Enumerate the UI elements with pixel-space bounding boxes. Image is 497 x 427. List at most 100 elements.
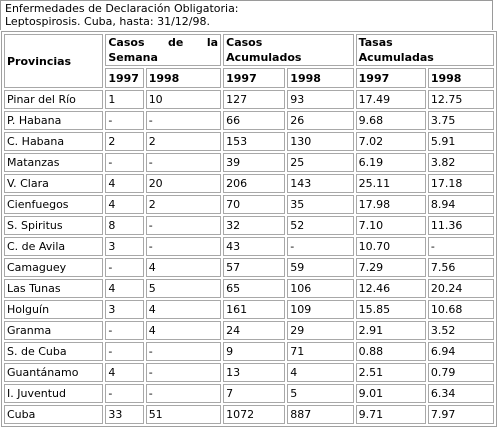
- casos-acum-1997-cell: 32: [223, 216, 286, 235]
- table-row: V. Clara 4 20 206 143 25.11 17.18: [4, 174, 494, 193]
- casos-semana-1998-cell: 5: [145, 279, 222, 298]
- header-casos-semana-word1: Casos: [108, 36, 145, 49]
- casos-acum-1998-cell: 130: [287, 132, 354, 151]
- casos-acum-1997-cell: 43: [223, 237, 286, 256]
- casos-semana-1998-cell: 4: [145, 321, 222, 340]
- tasa-acum-1997-cell: 7.02: [355, 132, 426, 151]
- table-caption: Enfermedades de Declaración Obligatoria:…: [0, 0, 493, 30]
- casos-semana-1998-cell: -: [145, 153, 222, 172]
- casos-acum-1998-cell: 52: [287, 216, 354, 235]
- table-row: P. Habana - -66 26 9.68 3.75: [4, 111, 494, 130]
- casos-acum-1997-cell: 39: [223, 153, 286, 172]
- tasa-acum-1998-cell: 3.75: [427, 111, 494, 130]
- tasa-acum-1998-cell: 20.24: [427, 279, 494, 298]
- header-casos-acumulados: Casos Acumulados: [223, 34, 354, 66]
- casos-acum-1998-cell: 59: [287, 258, 354, 277]
- province-cell: Cienfuegos: [4, 195, 104, 214]
- casos-acum-1997-cell: 206: [223, 174, 286, 193]
- casos-semana-1998-cell: 10: [145, 90, 222, 109]
- tasa-acum-1998-cell: 10.68: [427, 300, 494, 319]
- casos-semana-1997-cell: 2: [105, 132, 144, 151]
- tasa-acum-1998-cell: 3.52: [427, 321, 494, 340]
- tasa-acum-1997-cell: 15.85: [355, 300, 426, 319]
- tasa-acum-1997-cell: 7.10: [355, 216, 426, 235]
- casos-semana-1997-cell: 4: [105, 174, 144, 193]
- province-cell: S. Spiritus: [4, 216, 104, 235]
- casos-semana-1998-cell: 51: [145, 405, 222, 424]
- casos-semana-1997-cell: -: [105, 153, 144, 172]
- table-row: C. Habana 2 2 153 130 7.02 5.91: [4, 132, 494, 151]
- table-row: I. Juventud - -7 5 9.01 6.34: [4, 384, 494, 403]
- caption-line-2: Leptospirosis. Cuba, hasta: 31/12/98.: [5, 15, 210, 28]
- tasa-acum-1998-cell: 0.79: [427, 363, 494, 382]
- casos-acum-1997-cell: 13: [223, 363, 286, 382]
- tasa-acum-1997-cell: 9.01: [355, 384, 426, 403]
- casos-acum-1998-cell: 143: [287, 174, 354, 193]
- tasa-acum-1997-cell: 9.71: [355, 405, 426, 424]
- tasa-acum-1998-cell: 3.82: [427, 153, 494, 172]
- tasa-acum-1998-cell: -: [427, 237, 494, 256]
- casos-semana-1997-cell: -: [105, 384, 144, 403]
- table-row: Las Tunas 4 5 65 106 12.46 20.24: [4, 279, 494, 298]
- leptospirosis-table: Provincias Casos de la Semana Casos Acum…: [1, 31, 497, 427]
- tasa-acum-1998-cell: 8.94: [427, 195, 494, 214]
- casos-acum-1997-cell: 66: [223, 111, 286, 130]
- casos-acum-1998-cell: 109: [287, 300, 354, 319]
- table-row: S. Spiritus 8-32 52 7.10 11.36: [4, 216, 494, 235]
- casos-acum-1998-cell: -: [287, 237, 354, 256]
- province-cell: Guantánamo: [4, 363, 104, 382]
- casos-acum-1997-cell: 70: [223, 195, 286, 214]
- tasa-acum-1998-cell: 17.18: [427, 174, 494, 193]
- casos-semana-1998-cell: 2: [145, 195, 222, 214]
- casos-acum-1998-cell: 71: [287, 342, 354, 361]
- header-row-years: 1997 1998 1997 1998 1997 1998: [4, 68, 494, 88]
- casos-semana-1998-cell: -: [145, 216, 222, 235]
- header-tasas-1998: 1998: [427, 68, 494, 88]
- tasa-acum-1998-cell: 7.97: [427, 405, 494, 424]
- header-casos-semana-word2: de: [168, 36, 184, 49]
- province-cell: C. de Avila: [4, 237, 104, 256]
- tasa-acum-1998-cell: 12.75: [427, 90, 494, 109]
- province-cell: S. de Cuba: [4, 342, 104, 361]
- casos-semana-1997-cell: 1: [105, 90, 144, 109]
- tasa-acum-1998-cell: 11.36: [427, 216, 494, 235]
- casos-semana-1998-cell: 20: [145, 174, 222, 193]
- tasa-acum-1997-cell: 17.49: [355, 90, 426, 109]
- header-casos-semana-word4: Semana: [108, 51, 158, 64]
- header-casos-acumulados-line1: Casos: [226, 36, 263, 49]
- header-casos-semana: Casos de la Semana: [105, 34, 222, 66]
- casos-acum-1998-cell: 106: [287, 279, 354, 298]
- casos-semana-1997-cell: -: [105, 258, 144, 277]
- province-cell: Holguín: [4, 300, 104, 319]
- casos-semana-1997-cell: -: [105, 342, 144, 361]
- header-row-groups: Provincias Casos de la Semana Casos Acum…: [4, 34, 494, 88]
- header-casos-semana-word3: la: [206, 36, 219, 49]
- casos-semana-1998-cell: 4: [145, 300, 222, 319]
- casos-acum-1997-cell: 161: [223, 300, 286, 319]
- casos-semana-1998-cell: -: [145, 342, 222, 361]
- casos-semana-1997-cell: 3: [105, 237, 144, 256]
- casos-semana-1998-cell: -: [145, 363, 222, 382]
- casos-acum-1998-cell: 29: [287, 321, 354, 340]
- casos-semana-1998-cell: -: [145, 111, 222, 130]
- casos-semana-1997-cell: 8: [105, 216, 144, 235]
- table-row: S. de Cuba - -9 71 0.88 6.94: [4, 342, 494, 361]
- tasa-acum-1998-cell: 6.34: [427, 384, 494, 403]
- table-row: Cienfuegos 4 2 70 35 17.98 8.94: [4, 195, 494, 214]
- casos-semana-1997-cell: -: [105, 321, 144, 340]
- province-cell: Granma: [4, 321, 104, 340]
- province-cell: P. Habana: [4, 111, 104, 130]
- casos-semana-1997-cell: 33: [105, 405, 144, 424]
- casos-semana-1997-cell: -: [105, 111, 144, 130]
- header-tasas-acumuladas-line2: Acumuladas: [358, 51, 434, 64]
- casos-semana-1998-cell: 4: [145, 258, 222, 277]
- province-cell: C. Habana: [4, 132, 104, 151]
- table-row: C. de Avila 3-43-10.70-: [4, 237, 494, 256]
- header-casos-1997: 1997: [223, 68, 286, 88]
- province-cell: Matanzas: [4, 153, 104, 172]
- casos-acum-1998-cell: 5: [287, 384, 354, 403]
- province-cell: I. Juventud: [4, 384, 104, 403]
- table-row: Cuba 33 51 1072 887 9.71 7.97: [4, 405, 494, 424]
- header-provincias: Provincias: [4, 34, 104, 88]
